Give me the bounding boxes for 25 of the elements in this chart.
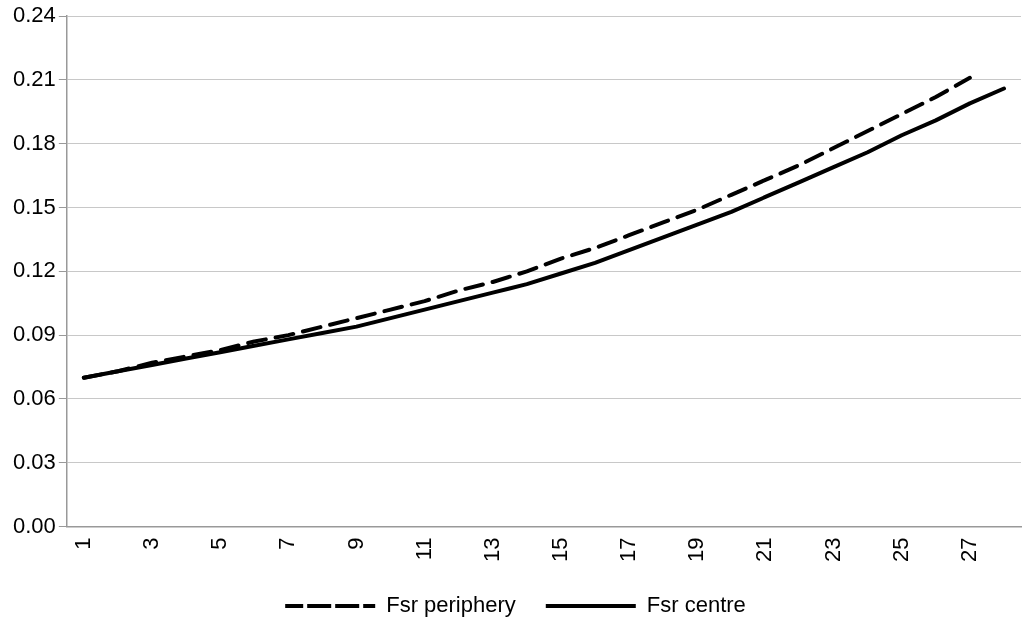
y-tick-label: 0.12: [12, 257, 56, 283]
legend-label: Fsr periphery: [386, 592, 516, 618]
x-tick-label: 23: [819, 537, 845, 563]
x-tick-label: 5: [206, 537, 232, 550]
x-tick-label: 25: [887, 537, 913, 563]
y-tick-label: 0.03: [12, 448, 56, 474]
x-tick-label: 13: [478, 537, 504, 563]
y-tick-label: 0.09: [12, 321, 56, 347]
x-tick-label: 21: [751, 537, 777, 563]
x-tick-label: 11: [410, 537, 436, 561]
y-tick-label: 0.21: [12, 66, 56, 92]
y-tick-label: 0.06: [12, 385, 56, 411]
x-tick-label: 7: [274, 537, 300, 550]
y-tick-label: 0.18: [12, 129, 56, 155]
y-tick-label: 0.00: [12, 512, 56, 538]
x-tick-label: 19: [683, 537, 709, 563]
x-tick-label: 1: [69, 537, 95, 550]
legend-label: Fsr centre: [646, 592, 746, 618]
x-tick-label: 17: [615, 537, 641, 563]
x-tick-label: 9: [342, 537, 368, 550]
y-tick-label: 0.24: [12, 2, 56, 28]
y-tick-label: 0.15: [12, 193, 56, 219]
x-tick-label: 15: [547, 537, 573, 563]
x-tick-label: 27: [955, 537, 981, 563]
x-tick-label: 3: [138, 537, 164, 550]
